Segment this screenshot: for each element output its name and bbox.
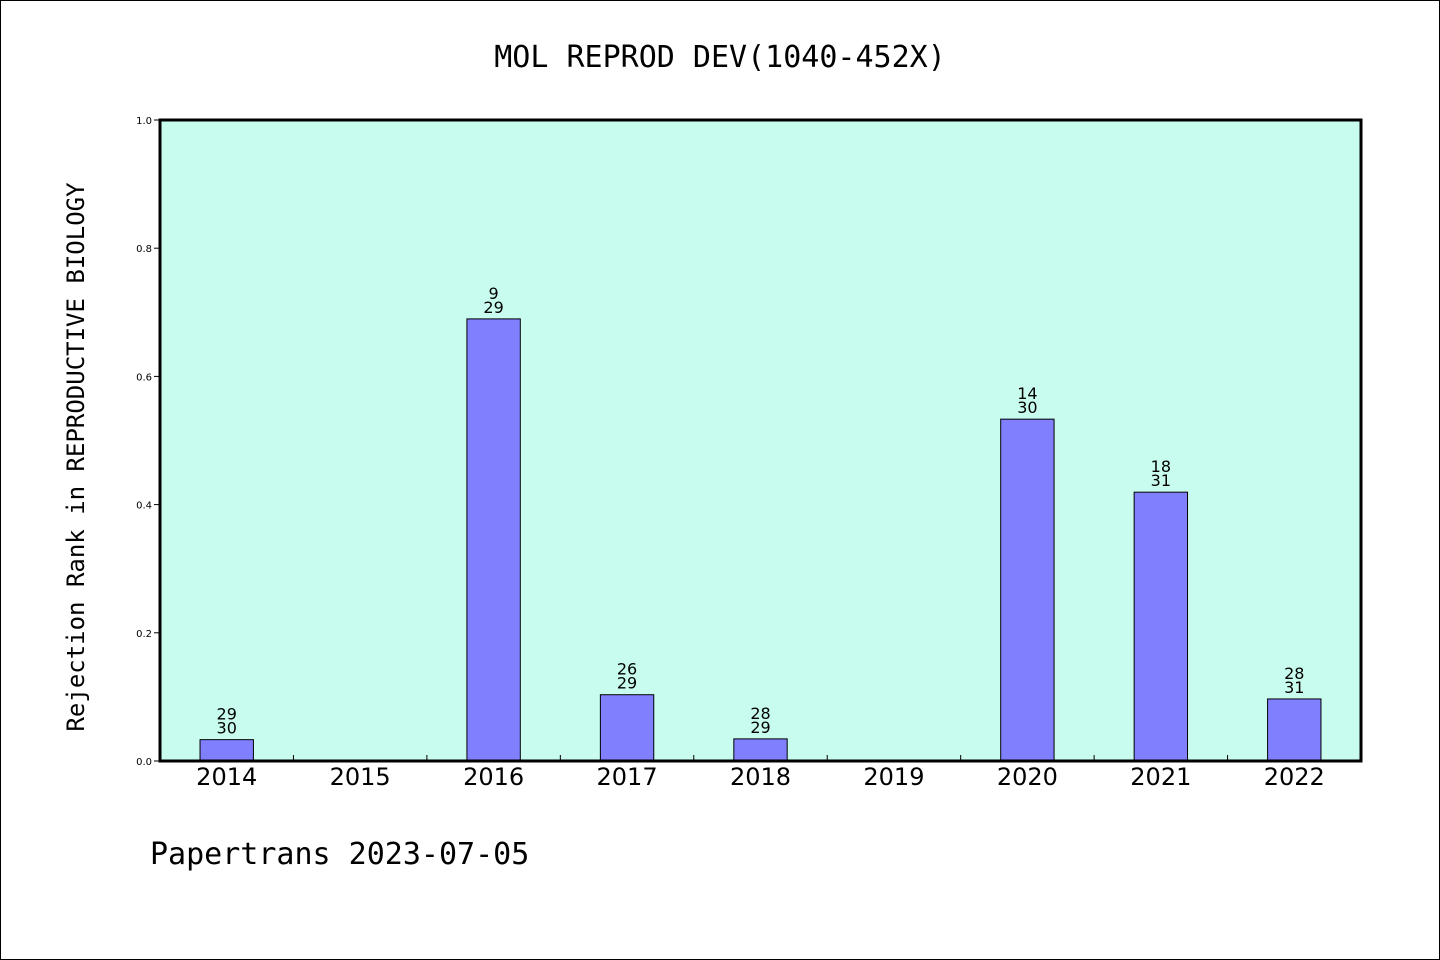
- bar-2021: [1133, 491, 1189, 762]
- bar-2014: [199, 739, 254, 762]
- bar-total-label: 31: [1284, 678, 1304, 697]
- bar-2020: [1000, 418, 1055, 762]
- y-tick-label: 0.6: [136, 372, 152, 383]
- y-axis: 0.0 0.2 0.4 0.6 0.8 1.0: [136, 116, 160, 768]
- footer-text: Papertrans 2023-07-05: [150, 837, 529, 872]
- y-tick-label: 0.2: [136, 629, 152, 640]
- x-axis: 2014 2015 2016 2017 2018 2019 2020 2021 2022: [196, 755, 1325, 791]
- y-tick-label: 0.4: [136, 501, 152, 512]
- bar-rank-label: 28: [1284, 664, 1304, 683]
- bar-total-label: 29: [750, 718, 770, 737]
- y-axis-label: Rejection Rank in REPRODUCTIVE BIOLOGY: [62, 182, 90, 732]
- x-tick-label: 2021: [1130, 763, 1191, 791]
- bar-2016: [466, 318, 521, 762]
- plot-border: [158, 118, 1363, 763]
- bar-rank-label: 9: [489, 284, 499, 303]
- x-tick-label: 2019: [863, 763, 924, 791]
- bar-2018: [733, 738, 788, 762]
- x-tick-label: 2016: [463, 763, 524, 791]
- bar-total-label: 30: [217, 719, 237, 738]
- bar-total-label: 29: [617, 674, 637, 693]
- bar-rank-label: 18: [1151, 457, 1171, 476]
- x-tick-label: 2014: [196, 763, 257, 791]
- bar-total-label: 30: [1017, 398, 1037, 417]
- bar-total-label: 29: [483, 298, 503, 317]
- bar-rank-label: 28: [750, 704, 770, 723]
- bar-rank-label: 14: [1017, 384, 1037, 403]
- x-tick-label: 2022: [1264, 763, 1325, 791]
- bar-2022: [1267, 698, 1322, 762]
- bar-rank-label: 26: [617, 660, 637, 679]
- y-tick-label: 0.0: [136, 757, 152, 768]
- bar-rank-label: 29: [217, 705, 237, 724]
- x-tick-label: 2020: [997, 763, 1058, 791]
- chart-title: MOL REPROD DEV(1040-452X): [494, 40, 946, 75]
- bar-2017: [599, 694, 655, 762]
- x-tick-label: 2017: [597, 763, 658, 791]
- x-tick-label: 2015: [330, 763, 391, 791]
- y-tick-label: 1.0: [136, 116, 152, 127]
- x-tick-label: 2018: [730, 763, 791, 791]
- y-tick-label: 0.8: [136, 244, 152, 255]
- bar-total-label: 31: [1151, 471, 1171, 490]
